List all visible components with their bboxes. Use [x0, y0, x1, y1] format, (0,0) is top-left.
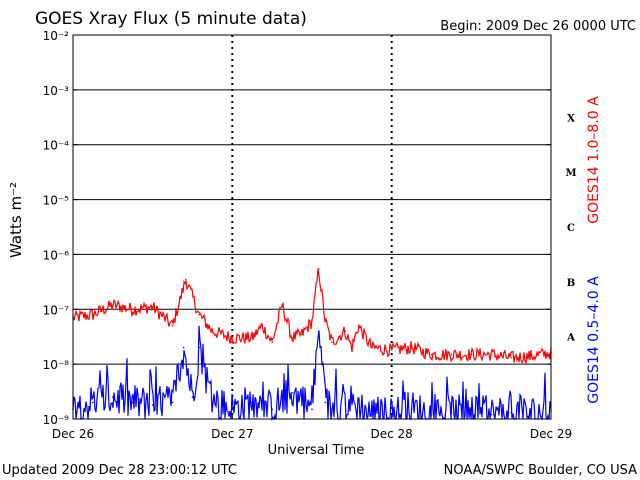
- data-point: [410, 408, 413, 411]
- data-point: [301, 333, 303, 336]
- x-tick-label: Dec 28: [371, 427, 413, 441]
- data-point: [317, 330, 320, 332]
- data-point: [470, 353, 473, 356]
- data-point: [185, 278, 187, 281]
- data-point: [131, 308, 134, 311]
- y-tick-label: 10⁻⁷: [43, 303, 70, 317]
- data-point: [490, 413, 493, 416]
- data-point: [324, 401, 327, 404]
- data-point: [92, 401, 94, 404]
- x-tick-label: Dec 29: [530, 427, 572, 441]
- series-line: [72, 268, 552, 366]
- credit-label: NOAA/SWPC Boulder, CO USA: [444, 463, 637, 478]
- data-point: [251, 337, 254, 339]
- data-point: [291, 337, 293, 339]
- data-point: [131, 401, 134, 404]
- data-point: [430, 413, 433, 416]
- y-axis-label: Watts m⁻²: [7, 182, 25, 258]
- plot-frame: [72, 34, 552, 420]
- data-point: [251, 401, 254, 404]
- data-point: [211, 401, 214, 404]
- data-point: [510, 357, 512, 359]
- data-point: [490, 353, 493, 356]
- legend-short-channel: GOES14 0.5–4.0 A: [586, 276, 602, 404]
- data-point: [450, 353, 453, 356]
- data-point: [151, 404, 154, 406]
- x-axis-label: Universal Time: [268, 443, 365, 458]
- begin-label: Begin: 2009 Dec 26 0000 UTC: [440, 19, 636, 34]
- data-point: [470, 413, 473, 416]
- data-point: [261, 324, 264, 327]
- data-point: [530, 355, 532, 357]
- x-axis-ticks: Dec 26 Dec 27 Dec 28 Dec 29: [52, 413, 572, 441]
- chart-title: GOES Xray Flux (5 minute data): [35, 9, 307, 29]
- flare-class-labels: X M C B A: [565, 113, 576, 343]
- flare-class-label: M: [565, 168, 576, 179]
- data-point: [271, 408, 273, 411]
- y-tick-label: 10⁻⁹: [43, 413, 70, 427]
- data-point: [171, 401, 174, 404]
- x-tick-label: Dec 26: [52, 427, 94, 441]
- data-point: [281, 304, 283, 306]
- data-point: [112, 304, 114, 306]
- data-point: [151, 306, 154, 308]
- data-point: [430, 353, 433, 356]
- data-point: [370, 346, 373, 349]
- data-point: [211, 330, 214, 332]
- updated-label: Updated 2009 Dec 28 23:00:12 UTC: [2, 463, 237, 478]
- data-point: [351, 346, 353, 349]
- flare-class-label: C: [567, 223, 575, 234]
- flare-class-label: B: [567, 278, 575, 289]
- flare-class-label: X: [567, 113, 575, 124]
- data-point: [331, 341, 333, 344]
- data-point: [317, 267, 320, 270]
- data-point: [530, 413, 532, 416]
- data-point: [410, 346, 413, 349]
- data-point: [311, 320, 313, 323]
- data-point: [510, 411, 512, 414]
- data-point: [198, 313, 200, 316]
- data-point: [112, 396, 114, 398]
- data-point: [390, 349, 393, 351]
- y-tick-label: 10⁻⁶: [43, 248, 70, 262]
- data-point: [331, 408, 333, 411]
- data-point: [191, 396, 194, 398]
- y-tick-label: 10⁻⁴: [43, 139, 70, 153]
- legend-long-channel: GOES14 1.0–8.0 A: [586, 96, 602, 224]
- data-point: [351, 401, 353, 404]
- data-point: [182, 346, 185, 349]
- data-point: [370, 413, 373, 416]
- y-tick-label: 10⁻²: [43, 29, 70, 43]
- data-point: [92, 313, 94, 316]
- y-axis-ticks: 10⁻² 10⁻³ 10⁻⁴ 10⁻⁵ 10⁻⁶ 10⁻⁷ 10⁻⁸ 10⁻⁹: [43, 29, 551, 427]
- data-point: [357, 324, 360, 327]
- data-point: [271, 341, 273, 344]
- data-point: [198, 346, 200, 349]
- y-tick-label: 10⁻³: [43, 84, 70, 98]
- data-point: [231, 408, 234, 411]
- series-layer: [72, 267, 552, 421]
- data-point: [171, 324, 174, 327]
- y-tick-label: 10⁻⁸: [43, 358, 70, 372]
- series-line: [72, 325, 552, 421]
- data-point: [344, 330, 346, 332]
- x-tick-label: Dec 27: [211, 427, 253, 441]
- data-point: [231, 337, 234, 339]
- data-point: [291, 392, 293, 394]
- flare-class-label: A: [566, 333, 575, 344]
- data-point: [324, 320, 327, 323]
- data-point: [311, 408, 313, 411]
- y-tick-label: 10⁻⁵: [43, 194, 70, 208]
- chart-grid: [73, 35, 551, 419]
- data-point: [450, 411, 453, 414]
